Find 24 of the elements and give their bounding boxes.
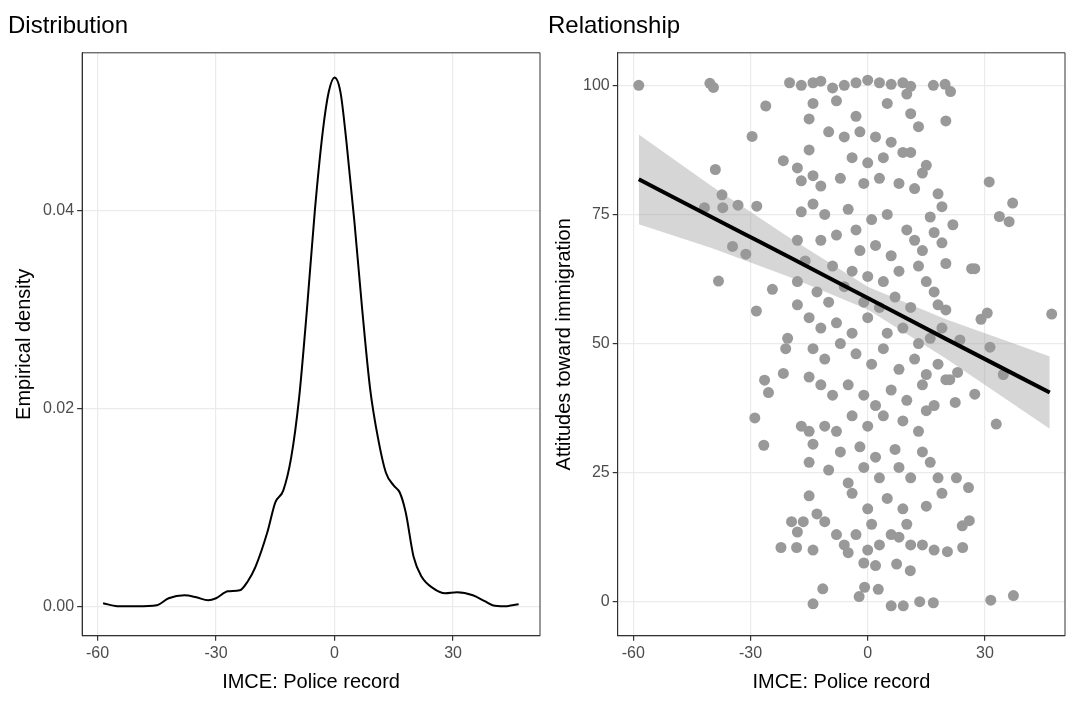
x-tick-label: 30 xyxy=(444,643,463,661)
y-tick-label: 50 xyxy=(591,333,610,351)
y-tick-label: 0.02 xyxy=(43,398,75,416)
x-axis-title: IMCE: Police record xyxy=(222,669,400,692)
y-tick-label: 75 xyxy=(591,204,610,222)
line-series xyxy=(102,76,520,608)
x-tick-label: -30 xyxy=(204,643,228,661)
chart-title: Relationship xyxy=(548,11,681,39)
y-tick-label: 0 xyxy=(600,592,610,610)
line-series xyxy=(636,177,1052,395)
x-axis-title: IMCE: Police record xyxy=(752,669,931,692)
y-tick-label: 0.00 xyxy=(43,596,75,614)
x-tick-label: 30 xyxy=(976,643,994,661)
x-tick-label: -30 xyxy=(738,643,763,661)
y-axis-title: Attitudes toward immigration xyxy=(551,218,574,471)
y-tick-label: 25 xyxy=(591,463,610,481)
x-tick-label: 0 xyxy=(863,643,873,661)
x-tick-label: 0 xyxy=(330,643,340,661)
x-tick-label: -60 xyxy=(85,643,110,661)
chart-title: Distribution xyxy=(8,11,129,39)
y-tick-label: 0.04 xyxy=(43,201,75,219)
x-tick-label: -60 xyxy=(621,643,645,661)
y-axis-title: Empirical density xyxy=(11,268,34,420)
y-tick-label: 100 xyxy=(582,75,610,93)
